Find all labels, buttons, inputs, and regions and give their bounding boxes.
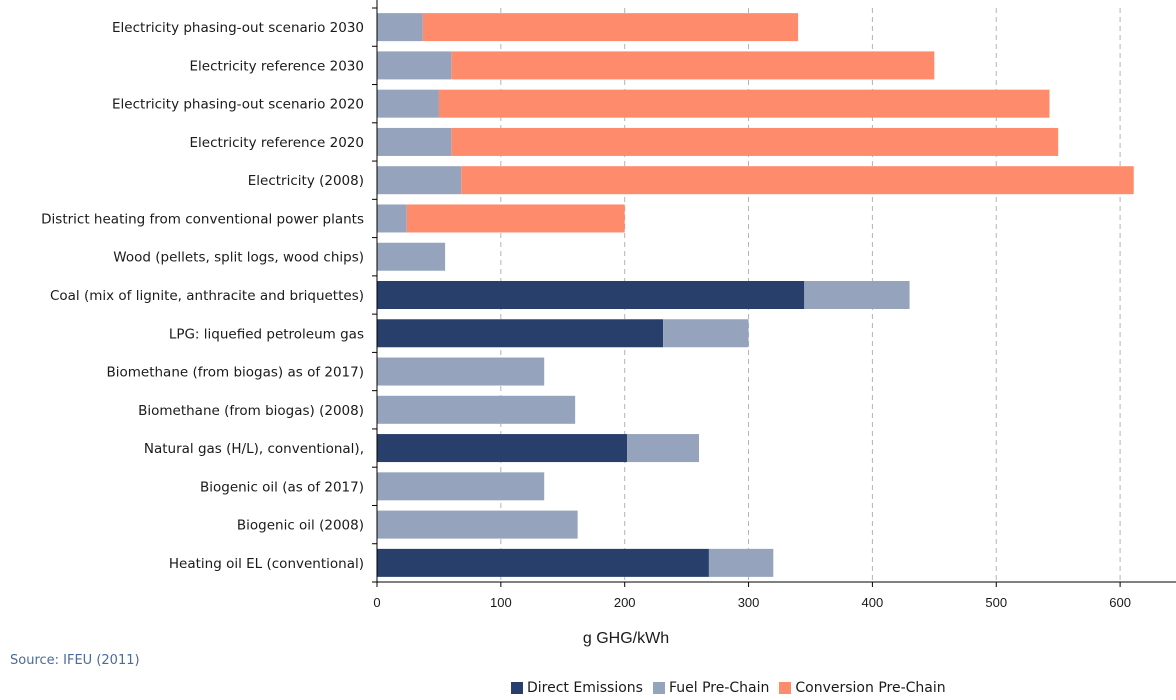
legend-item: Direct Emissions bbox=[511, 680, 643, 696]
category-label: Biomethane (from biogas) (2008) bbox=[138, 403, 364, 419]
category-label: Biomethane (from biogas) as of 2017) bbox=[106, 365, 364, 381]
x-tick-label: 600 bbox=[1109, 595, 1131, 610]
legend-label: Direct Emissions bbox=[527, 680, 643, 696]
x-axis-title: g GHG/kWh bbox=[583, 630, 669, 647]
legend-item: Conversion Pre-Chain bbox=[779, 680, 946, 696]
bar-segment bbox=[377, 51, 452, 80]
category-label: Coal (mix of lignite, anthracite and bri… bbox=[50, 288, 364, 304]
bar-segment bbox=[406, 204, 625, 233]
x-tick-label: 0 bbox=[373, 595, 380, 610]
bar-segment bbox=[377, 127, 452, 156]
category-label: Electricity reference 2030 bbox=[190, 58, 364, 74]
bar-segment bbox=[377, 166, 462, 195]
category-label: Electricity phasing-out scenario 2030 bbox=[112, 20, 364, 36]
category-label: Heating oil EL (conventional) bbox=[169, 556, 364, 572]
bars bbox=[377, 13, 1134, 577]
category-label: LPG: liquefied petroleum gas bbox=[169, 326, 364, 342]
category-label: Natural gas (H/L), conventional), bbox=[144, 441, 364, 457]
bar-segment bbox=[377, 281, 805, 309]
category-label: District heating from conventional power… bbox=[41, 211, 364, 227]
bar-segment bbox=[377, 13, 423, 42]
legend-label: Conversion Pre-Chain bbox=[795, 680, 946, 696]
x-tick-label: 100 bbox=[490, 595, 512, 610]
x-tick-label: 300 bbox=[738, 595, 760, 610]
bar-segment bbox=[377, 548, 709, 577]
bar-segment bbox=[377, 204, 407, 233]
x-tick-labels: 0 100 200 300 400 500 600 bbox=[373, 595, 1131, 610]
legend-swatch bbox=[511, 682, 523, 694]
bar-segment bbox=[627, 434, 700, 463]
legend-item: Fuel Pre-Chain bbox=[652, 680, 770, 696]
x-tick-label: 200 bbox=[614, 595, 636, 610]
source-note: Source: IFEU (2011) bbox=[10, 653, 140, 668]
bar-segment bbox=[451, 51, 935, 80]
bar-segment bbox=[377, 319, 664, 348]
category-label: Electricity (2008) bbox=[248, 173, 364, 189]
bar-segment bbox=[377, 510, 578, 539]
bar-segment bbox=[377, 472, 545, 501]
bar-segment bbox=[377, 89, 439, 118]
bar-segment bbox=[377, 242, 446, 271]
x-tick-label: 400 bbox=[862, 595, 884, 610]
x-tick-label: 500 bbox=[985, 595, 1007, 610]
bar-segment bbox=[377, 395, 576, 424]
stacked-bar-chart: Electricity phasing-out scenario 2030 Ele… bbox=[41, 0, 1176, 647]
category-label: Wood (pellets, split logs, wood chips) bbox=[113, 250, 364, 266]
axes bbox=[372, 0, 1176, 587]
bar-segment bbox=[461, 166, 1134, 195]
category-labels: Electricity phasing-out scenario 2030 Ele… bbox=[41, 20, 364, 572]
bar-segment bbox=[451, 127, 1059, 156]
bar-segment bbox=[377, 357, 545, 386]
bar-segment bbox=[377, 434, 628, 463]
legend-swatch bbox=[652, 682, 665, 694]
bar-segment bbox=[708, 548, 774, 577]
category-label: Electricity phasing-out scenario 2020 bbox=[112, 97, 364, 113]
bar-segment bbox=[422, 13, 799, 42]
bar-segment bbox=[804, 281, 910, 309]
legend: Direct Emissions Fuel Pre-Chain Conversion… bbox=[511, 680, 946, 696]
bar-segment bbox=[438, 89, 1050, 118]
legend-swatch bbox=[779, 682, 792, 694]
category-label: Electricity reference 2020 bbox=[190, 135, 364, 151]
bar-segment bbox=[663, 319, 749, 348]
legend-label: Fuel Pre-Chain bbox=[668, 680, 770, 696]
category-label: Biogenic oil (as of 2017) bbox=[200, 479, 364, 495]
category-label: Biogenic oil (2008) bbox=[237, 518, 364, 534]
